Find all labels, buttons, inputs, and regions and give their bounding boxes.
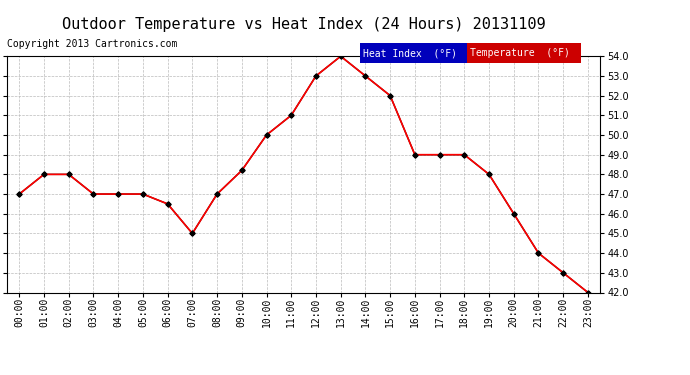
Text: Heat Index  (°F): Heat Index (°F)	[364, 48, 457, 58]
Text: Temperature  (°F): Temperature (°F)	[471, 48, 570, 58]
Text: Copyright 2013 Cartronics.com: Copyright 2013 Cartronics.com	[7, 39, 177, 50]
Text: Outdoor Temperature vs Heat Index (24 Hours) 20131109: Outdoor Temperature vs Heat Index (24 Ho…	[62, 17, 545, 32]
